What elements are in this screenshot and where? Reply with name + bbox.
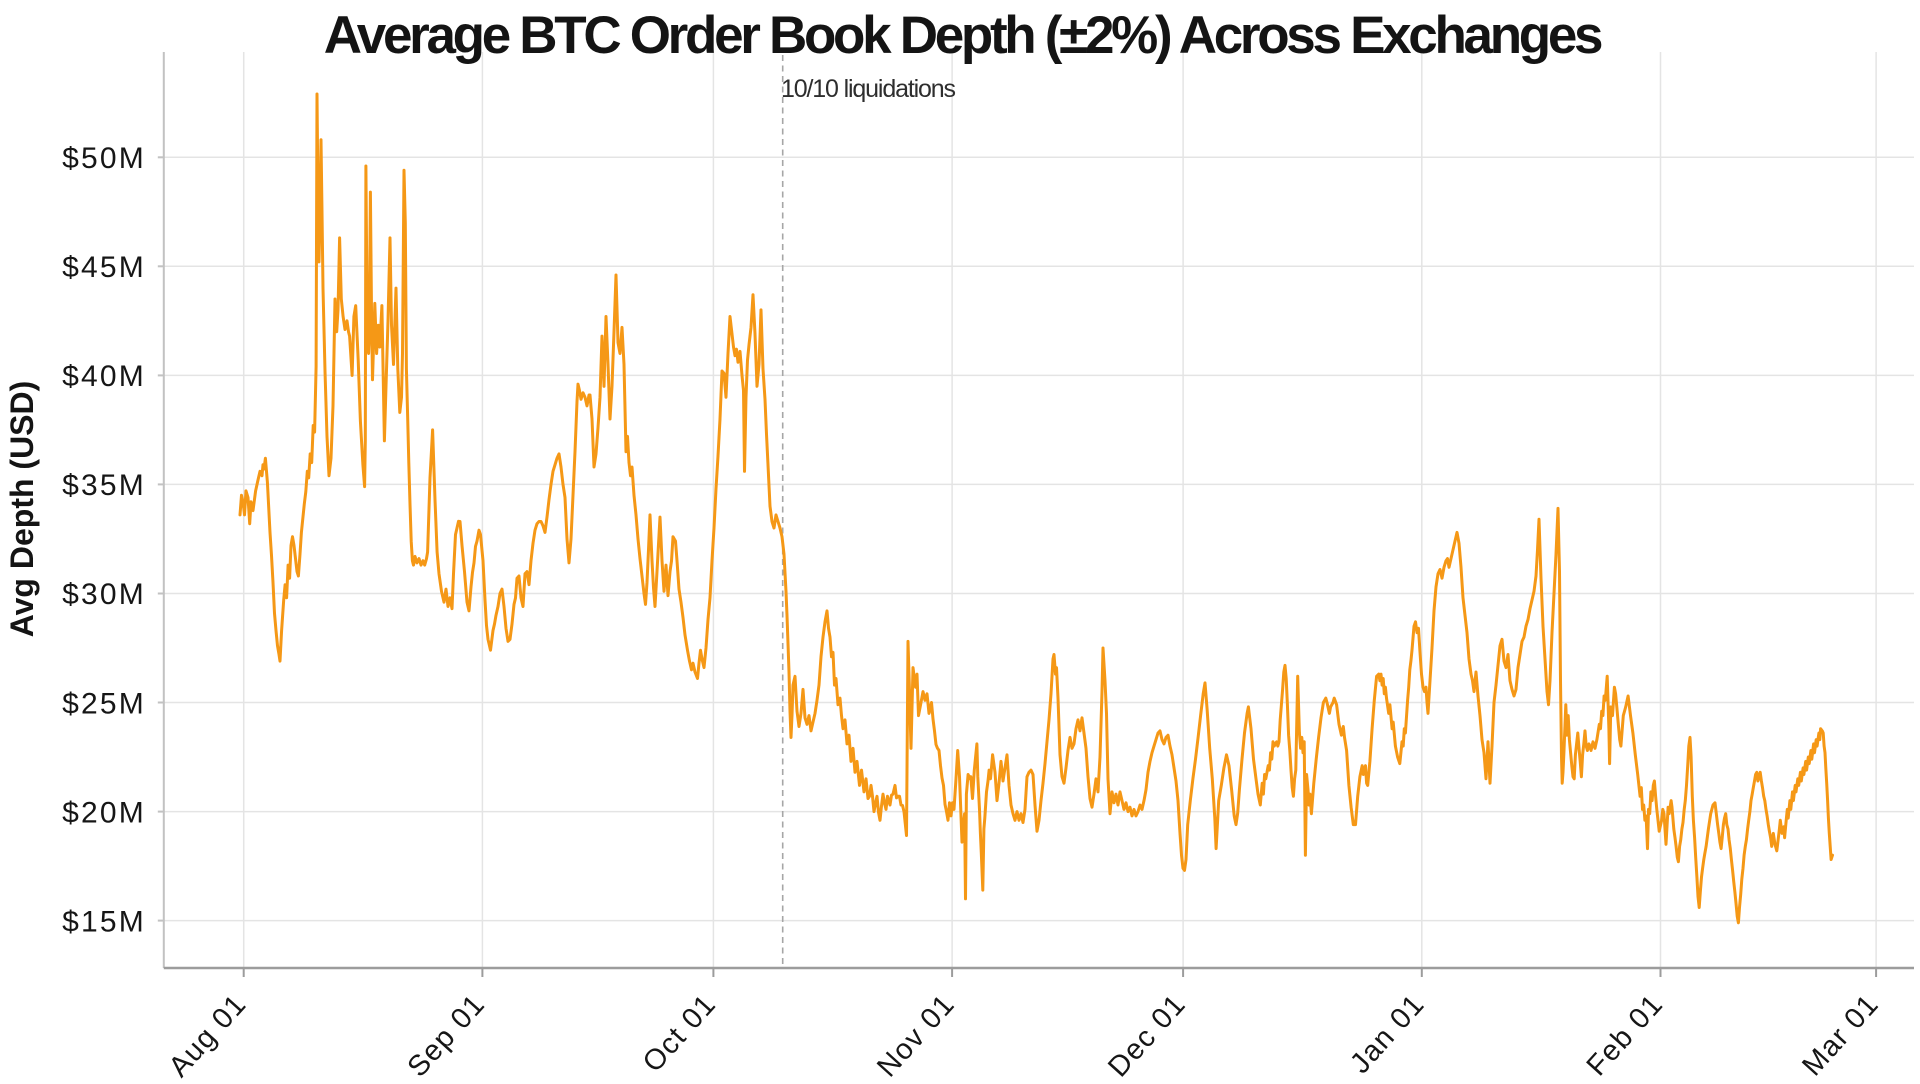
svg-text:$20M: $20M xyxy=(62,796,146,829)
svg-text:Avg Depth (USD): Avg Depth (USD) xyxy=(4,381,40,638)
svg-text:$45M: $45M xyxy=(62,251,146,284)
svg-text:Average BTC Order Book Depth (: Average BTC Order Book Depth (±2%) Acros… xyxy=(324,6,1602,65)
svg-text:$15M: $15M xyxy=(62,905,146,938)
svg-text:$50M: $50M xyxy=(62,142,146,175)
svg-text:$35M: $35M xyxy=(62,469,146,502)
svg-text:$25M: $25M xyxy=(62,687,146,720)
svg-text:10/10 liquidations: 10/10 liquidations xyxy=(781,75,956,103)
svg-text:$30M: $30M xyxy=(62,578,146,611)
svg-text:$40M: $40M xyxy=(62,360,146,393)
